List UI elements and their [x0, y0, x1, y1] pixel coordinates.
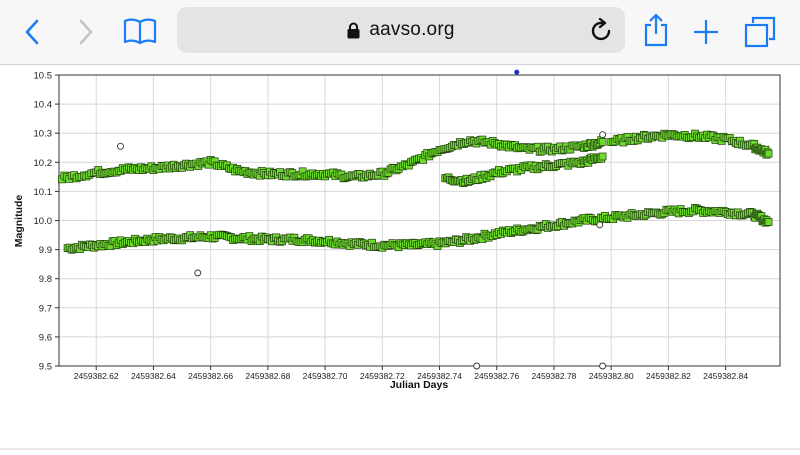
y-tick-label: 9.6 — [39, 332, 52, 343]
data-point — [473, 362, 481, 370]
x-tick-label: 2459382.78 — [532, 371, 577, 381]
y-tick-label: 10.0 — [34, 216, 53, 227]
light-curve-chart: 9.59.69.79.89.910.010.110.210.310.410.5 … — [0, 65, 800, 450]
x-tick-label: 2459382.80 — [589, 371, 634, 381]
url-text: aavso.org — [369, 19, 455, 40]
data-point — [764, 149, 773, 158]
x-axis-label: Julian Days — [390, 379, 449, 391]
reload-button[interactable] — [591, 17, 613, 47]
y-tick-label: 9.9 — [39, 245, 52, 256]
lock-icon — [347, 22, 360, 38]
data-point — [194, 269, 202, 277]
reload-icon — [591, 17, 611, 41]
x-tick-label: 2459382.76 — [474, 371, 519, 381]
y-tick-label: 10.2 — [34, 158, 53, 169]
share-icon — [644, 13, 668, 47]
x-tick-label: 2459382.84 — [703, 371, 748, 381]
bookmarks-button[interactable] — [120, 14, 160, 48]
address-bar[interactable]: aavso.org — [177, 7, 625, 53]
y-tick-label: 9.5 — [39, 362, 52, 373]
x-tick-label: 2459382.66 — [188, 371, 233, 381]
x-tick-label: 2459382.72 — [360, 371, 405, 381]
chevron-left-icon — [25, 19, 39, 45]
y-tick-label: 9.7 — [39, 303, 52, 314]
y-tick-label: 9.8 — [39, 274, 52, 285]
data-point — [599, 362, 607, 370]
tabs-icon — [744, 16, 776, 48]
page-bottom-divider — [0, 448, 800, 450]
data-point — [764, 218, 773, 226]
x-tick-label: 2459382.62 — [74, 371, 119, 381]
new-tab-button[interactable] — [690, 16, 722, 48]
data-point — [117, 142, 124, 150]
y-tick-label: 10.5 — [34, 71, 53, 82]
y-axis: 9.5 9.6 9.7 9.8 9.9 10.0 10.1 10.2 10.3 10.4 10.5 — [34, 71, 59, 373]
chevron-right-icon — [79, 19, 93, 45]
data-points — [58, 69, 773, 370]
forward-button[interactable] — [72, 16, 100, 48]
plus-icon — [694, 20, 718, 44]
book-icon — [123, 18, 157, 45]
data-point — [596, 221, 604, 229]
y-tick-label: 10.1 — [34, 187, 53, 198]
browser-toolbar: aavso.org — [0, 0, 800, 65]
y-tick-label: 10.4 — [34, 100, 53, 111]
y-tick-label: 10.3 — [34, 129, 53, 140]
y-axis-label: Magnitude — [13, 195, 25, 248]
data-point — [514, 69, 520, 75]
data-point — [598, 138, 607, 146]
x-tick-label: 2459382.70 — [303, 371, 348, 381]
back-button[interactable] — [18, 16, 46, 48]
x-tick-label: 2459382.74 — [417, 371, 462, 381]
x-axis: 2459382.62 2459382.64 2459382.66 2459382.68… — [74, 366, 748, 381]
tabs-button[interactable] — [742, 14, 778, 50]
x-tick-label: 2459382.82 — [646, 371, 691, 381]
page-content: 9.5 9.6 9.7 9.8 9.9 10.0 10.1 10.2 10.3 10.4 10.5 … — [0, 65, 800, 450]
x-tick-label: 2459382.68 — [245, 371, 290, 381]
data-point — [598, 152, 607, 161]
x-tick-label: 2459382.64 — [131, 371, 176, 381]
data-point — [599, 131, 607, 139]
share-button[interactable] — [640, 10, 672, 50]
